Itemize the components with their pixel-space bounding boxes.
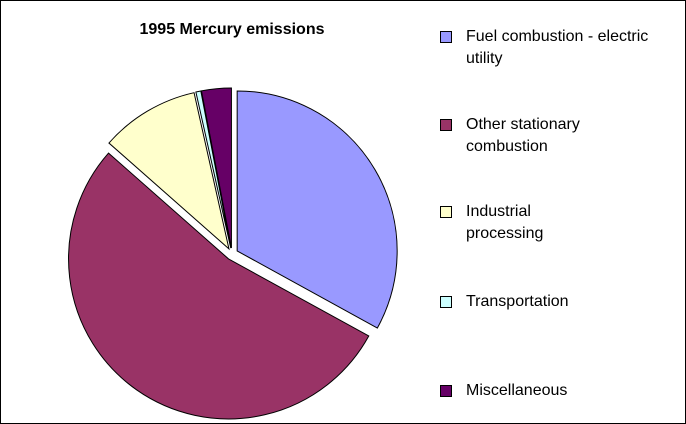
legend-swatch [440,31,452,43]
pie-slice [200,87,232,249]
legend-item: Other stationary combustion [440,114,656,158]
legend-swatch [440,119,452,131]
legend-swatch [440,385,452,397]
legend-label: Other stationary combustion [466,116,580,155]
legend-label: Industrial processing [466,203,544,242]
legend-item: Industrial processing [440,201,596,245]
legend-swatch [440,206,452,218]
legend-label: Fuel combustion - electric utility [466,28,649,67]
pie-slice [236,90,398,329]
legend-swatch [440,296,452,308]
pie-slice [195,90,232,249]
legend-item: Fuel combustion - electric utility [440,26,656,70]
legend-item: Miscellaneous [440,380,656,402]
chart-title: 1995 Mercury emissions [140,21,325,38]
pie-slice [68,152,370,420]
legend-item: Transportation [440,291,656,313]
legend-label: Miscellaneous [466,382,568,399]
legend-label: Transportation [466,293,569,310]
pie-slice [108,92,230,251]
